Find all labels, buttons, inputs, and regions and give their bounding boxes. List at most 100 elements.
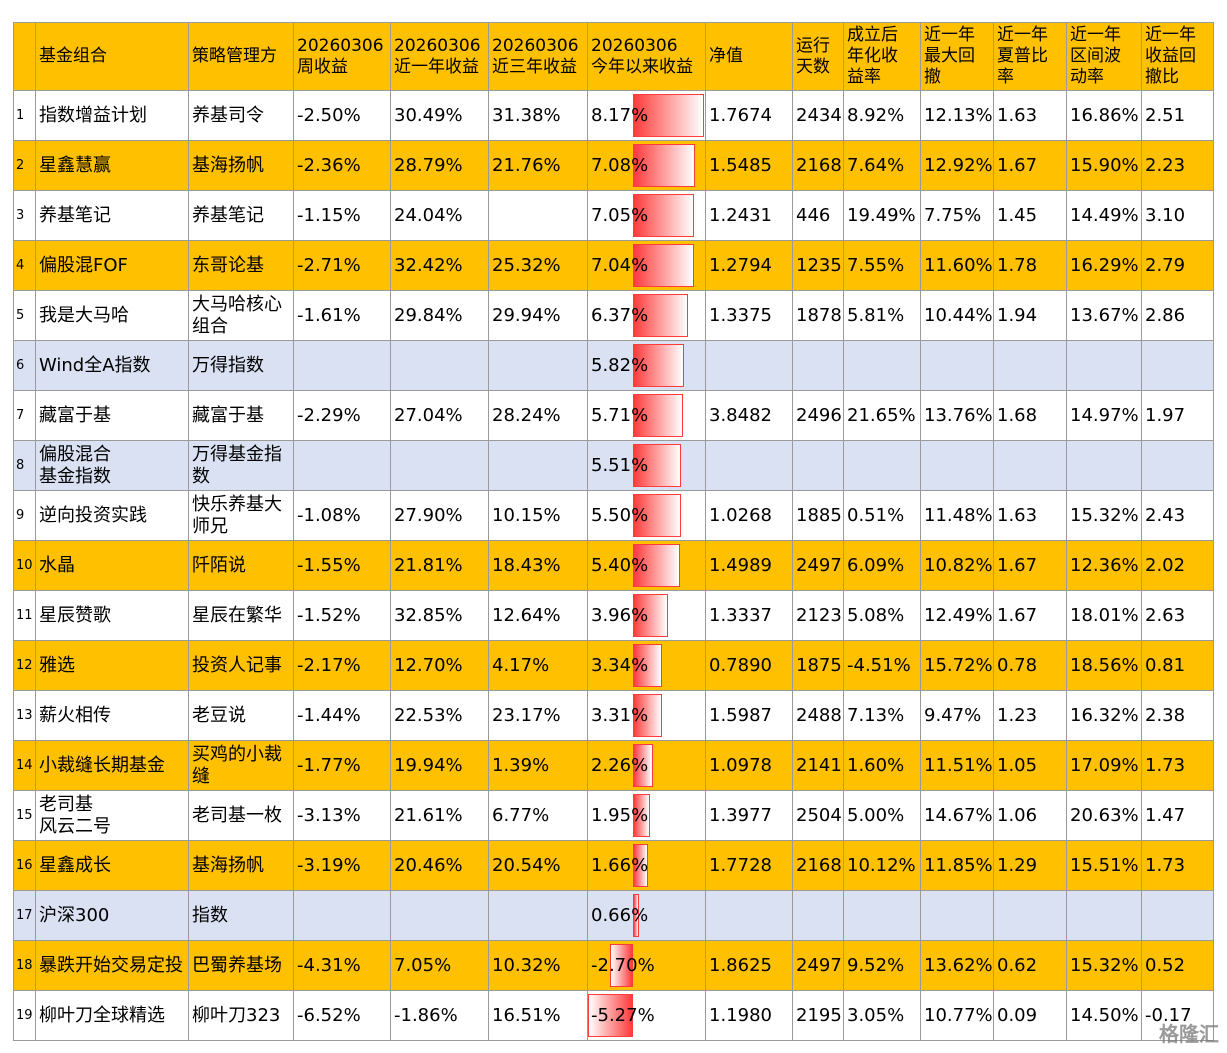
table-row: 13 薪火相传 老豆说 -1.44% 22.53% 23.17% 3.31% 1.5987 24… bbox=[13, 690, 1214, 741]
table-cell: 柳叶刀全球精选 bbox=[35, 990, 189, 1041]
table-cell: -4.31% bbox=[293, 940, 391, 991]
table-cell: 12.92% bbox=[920, 140, 994, 191]
table-cell: 偏股混FOF bbox=[35, 240, 189, 291]
table-cell: 2168 bbox=[792, 840, 844, 891]
table-cell: 2496 bbox=[792, 390, 844, 441]
ytd-label: 5.71% bbox=[591, 404, 649, 426]
table-cell: 18.01% bbox=[1066, 590, 1142, 641]
header-cell: 基金组合 bbox=[35, 22, 189, 91]
row-number: 8 bbox=[13, 440, 36, 491]
table-cell bbox=[390, 440, 489, 491]
table-cell: 19.94% bbox=[390, 740, 489, 791]
header-row: 基金组合 策略管理方 20260306 周收益 20260306 近一年收益 20260… bbox=[13, 22, 1214, 91]
table-cell bbox=[792, 440, 844, 491]
header-cell: 成立后 年化收 益率 bbox=[843, 22, 921, 91]
ytd-cell: 6.37% bbox=[587, 290, 706, 341]
table-cell: 13.62% bbox=[920, 940, 994, 991]
table-cell: 1.3337 bbox=[705, 590, 793, 641]
table-cell: 东哥论基 bbox=[188, 240, 294, 291]
ytd-cell: 7.08% bbox=[587, 140, 706, 191]
table-cell: 0.52 bbox=[1141, 940, 1214, 991]
table-cell: 16.51% bbox=[488, 990, 588, 1041]
table-cell: 6.09% bbox=[843, 540, 921, 591]
ytd-label: 1.95% bbox=[591, 804, 649, 826]
table-cell: -1.15% bbox=[293, 190, 391, 241]
ytd-cell: 0.66% bbox=[587, 890, 706, 941]
table-cell: 4.17% bbox=[488, 640, 588, 691]
row-number: 15 bbox=[13, 790, 36, 841]
table-cell bbox=[993, 440, 1067, 491]
ytd-label: -2.70% bbox=[591, 954, 655, 976]
table-cell: 20.63% bbox=[1066, 790, 1142, 841]
ytd-bar bbox=[633, 694, 663, 737]
ytd-bar bbox=[633, 794, 651, 837]
table-row: 8 偏股混合 基金指数 万得基金指数 5.51% bbox=[13, 440, 1214, 491]
ytd-label: 7.05% bbox=[591, 204, 649, 226]
ytd-label: 5.51% bbox=[591, 454, 649, 476]
row-number: 14 bbox=[13, 740, 36, 791]
table-cell: 21.76% bbox=[488, 140, 588, 191]
table-row: 17 沪深300 指数 0.66% bbox=[13, 890, 1214, 941]
table-cell: 1.63 bbox=[993, 490, 1067, 541]
table-cell: 10.12% bbox=[843, 840, 921, 891]
table-cell: 1.39% bbox=[488, 740, 588, 791]
table-cell: 13.67% bbox=[1066, 290, 1142, 341]
table-cell: 2.38 bbox=[1141, 690, 1214, 741]
table-cell: -1.61% bbox=[293, 290, 391, 341]
row-number: 17 bbox=[13, 890, 36, 941]
ytd-cell: -2.70% bbox=[587, 940, 706, 991]
table-row: 9 逆向投资实践 快乐养基大师兄 -1.08% 27.90% 10.15% 5.50% 1.0… bbox=[13, 490, 1214, 541]
table-row: 19 柳叶刀全球精选 柳叶刀323 -6.52% -1.86% 16.51% -5.27% 1… bbox=[13, 990, 1214, 1041]
table-cell bbox=[390, 340, 489, 391]
table-cell: 21.81% bbox=[390, 540, 489, 591]
table-cell bbox=[488, 890, 588, 941]
table-cell: 1.3977 bbox=[705, 790, 793, 841]
table-cell: -2.17% bbox=[293, 640, 391, 691]
table-cell: 19.49% bbox=[843, 190, 921, 241]
table-cell bbox=[390, 890, 489, 941]
table-cell: 16.32% bbox=[1066, 690, 1142, 741]
table-cell bbox=[993, 340, 1067, 391]
table-cell: 10.77% bbox=[920, 990, 994, 1041]
row-number: 1 bbox=[13, 90, 36, 141]
table-cell: 1.0978 bbox=[705, 740, 793, 791]
table-cell: 10.44% bbox=[920, 290, 994, 341]
table-cell: 基海扬帆 bbox=[188, 840, 294, 891]
row-number: 18 bbox=[13, 940, 36, 991]
ytd-bar bbox=[633, 844, 648, 887]
ytd-label: 5.82% bbox=[591, 354, 649, 376]
table-cell: 1.0268 bbox=[705, 490, 793, 541]
table-cell: 21.61% bbox=[390, 790, 489, 841]
header-cell: 20260306 今年以来收益 bbox=[587, 22, 706, 91]
table-cell: 20.46% bbox=[390, 840, 489, 891]
table-cell bbox=[705, 440, 793, 491]
table-cell bbox=[488, 190, 588, 241]
table-cell: 1.78 bbox=[993, 240, 1067, 291]
table-cell: 1.4989 bbox=[705, 540, 793, 591]
table-cell: 7.64% bbox=[843, 140, 921, 191]
table-cell: 指数 bbox=[188, 890, 294, 941]
table-cell: 15.51% bbox=[1066, 840, 1142, 891]
table-cell bbox=[293, 340, 391, 391]
table-cell: 2.63 bbox=[1141, 590, 1214, 641]
table-row: 7 藏富于基 藏富于基 -2.29% 27.04% 28.24% 5.71% 3.8482 24… bbox=[13, 390, 1214, 441]
row-number: 2 bbox=[13, 140, 36, 191]
table-cell: 1.8625 bbox=[705, 940, 793, 991]
table-row: 6 Wind全A指数 万得指数 5.82% bbox=[13, 340, 1214, 391]
table-cell: 0.7890 bbox=[705, 640, 793, 691]
table-row: 18 暴跌开始交易定投 巴蜀养基场 -4.31% 7.05% 10.32% -2.70% 1.… bbox=[13, 940, 1214, 991]
table-cell: 11.60% bbox=[920, 240, 994, 291]
table-cell: 1878 bbox=[792, 290, 844, 341]
ytd-bar bbox=[610, 944, 634, 987]
table-cell: 446 bbox=[792, 190, 844, 241]
table-cell bbox=[1141, 340, 1214, 391]
table-cell bbox=[843, 440, 921, 491]
table-cell: 1.94 bbox=[993, 290, 1067, 341]
table-cell: 27.90% bbox=[390, 490, 489, 541]
table-cell: 12.13% bbox=[920, 90, 994, 141]
table-cell: 1.47 bbox=[1141, 790, 1214, 841]
ytd-bar bbox=[633, 194, 695, 237]
table-cell: 1.5485 bbox=[705, 140, 793, 191]
table-cell: 1.67 bbox=[993, 540, 1067, 591]
table-cell bbox=[1141, 440, 1214, 491]
